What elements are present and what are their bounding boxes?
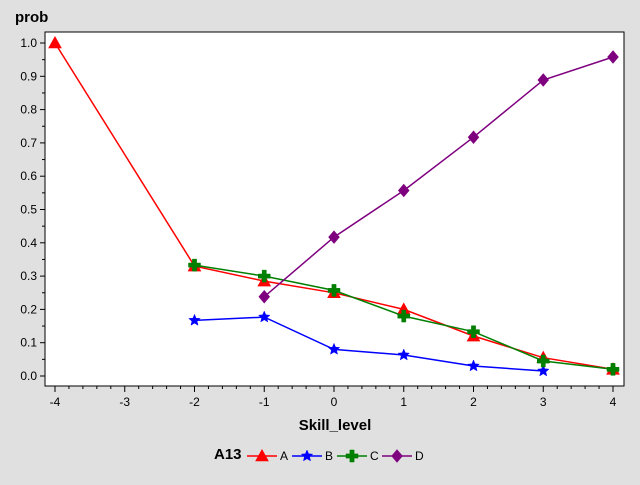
series-c-point [537,354,550,368]
x-tick-label: -3 [119,395,130,409]
y-tick-label: 1.0 [20,36,37,50]
series-c-point [327,284,341,297]
y-tick-label: 0.4 [20,236,37,250]
legend-marker-a [255,448,269,462]
series-a-line [54,42,614,371]
x-tick-label: 0 [331,395,338,409]
series-d-point [397,183,410,198]
y-axis-title: prob [15,9,48,26]
y-tick-label: 0.8 [20,103,37,117]
series-b-point [467,359,480,372]
legend-item-a: A [247,448,288,463]
series-d-point [328,230,340,244]
y-tick-label: 0.1 [20,336,37,350]
x-axis: -4 -3 -2 -1 0 1 2 3 4 [50,386,617,409]
legend-label-d: D [415,449,424,463]
x-tick-label: -4 [50,395,61,409]
series-b-point [188,313,201,326]
y-tick-label: 0.0 [20,369,37,383]
series-c [188,258,620,376]
series-d-point [258,289,271,304]
x-tick-label: 3 [540,395,547,409]
series-b-point [327,342,341,355]
legend-item-c: C [337,449,379,463]
x-tick-label: 4 [610,395,617,409]
x-tick-label: -2 [189,395,200,409]
series-a-point [48,35,62,49]
legend-marker-d [391,449,403,463]
series-c-point [397,309,410,323]
legend-item-d: D [382,449,424,463]
series-c-point [258,269,271,283]
legend-label-b: B [325,449,333,463]
series-b-point [536,364,550,377]
legend-marker-c [345,449,359,463]
series-c-point [606,363,620,376]
y-tick-label: 0.6 [20,169,37,183]
x-tick-label: -1 [259,395,270,409]
series-c-point [188,258,201,272]
x-axis-title: Skill_level [299,417,372,434]
legend: A13 A B C D [214,446,424,463]
series-b-point [257,310,271,323]
legend-label-a: A [280,449,288,463]
x-tick-label: 2 [470,395,477,409]
legend-items: A B C D [247,448,424,463]
x-tick-label: 1 [400,395,407,409]
legend-marker-b [300,449,314,462]
series-d-line [263,56,614,298]
y-tick-label: 0.9 [20,69,37,83]
series-c-point [467,325,480,338]
y-axis: 0.0 0.1 0.2 0.3 0.4 0.5 0.6 0.7 0.8 0.9 1.0 [20,36,45,383]
legend-item-b: B [292,449,333,463]
y-tick-label: 0.2 [20,302,37,316]
legend-title: A13 [214,446,242,463]
y-tick-label: 0.5 [20,203,37,217]
legend-label-c: C [370,449,379,463]
y-tick-label: 0.3 [20,269,37,283]
series-b [188,310,550,377]
series-d-point [607,50,619,64]
series-b-line [194,316,544,372]
series-b-point [397,348,411,361]
series-d [258,50,619,304]
y-tick-label: 0.7 [20,136,37,150]
series-d-point [537,73,550,87]
series-d-point [467,130,480,145]
series-layer [48,35,620,377]
plot-area [44,31,625,387]
